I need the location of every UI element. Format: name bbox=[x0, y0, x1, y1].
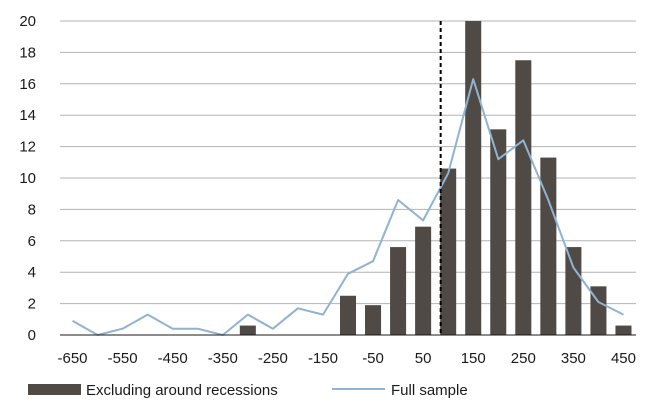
bar bbox=[440, 168, 457, 335]
y-tick-label: 20 bbox=[19, 13, 36, 30]
y-tick-label: 10 bbox=[19, 170, 36, 187]
bar bbox=[365, 305, 382, 335]
bar bbox=[339, 295, 357, 335]
x-axis: -650 -550 -450 -350 -250 -150 -50 50 150 250 350 45… bbox=[58, 334, 636, 367]
x-tick-label: -150 bbox=[308, 350, 338, 367]
line-path bbox=[72, 78, 624, 336]
bar bbox=[239, 325, 256, 335]
x-tick-label: 150 bbox=[461, 350, 486, 367]
y-tick-label: 6 bbox=[28, 233, 36, 250]
x-tick-label: -650 bbox=[58, 350, 88, 367]
x-tick-label: 250 bbox=[511, 350, 536, 367]
bar-series bbox=[239, 21, 632, 335]
legend-swatch-bar bbox=[28, 384, 81, 395]
bar bbox=[465, 21, 482, 335]
x-tick-label: 350 bbox=[561, 350, 586, 367]
y-tick-label: 14 bbox=[19, 107, 36, 124]
y-tick-label: 8 bbox=[28, 201, 36, 218]
x-tick-label: -450 bbox=[158, 350, 188, 367]
legend-label-line: Full sample bbox=[391, 382, 468, 399]
bar bbox=[415, 226, 432, 335]
x-tick-label: -50 bbox=[362, 350, 384, 367]
bar bbox=[565, 247, 582, 335]
x-tick-label: 450 bbox=[611, 350, 636, 367]
y-tick-label: 18 bbox=[19, 44, 36, 61]
y-tick-label: 16 bbox=[19, 76, 36, 93]
y-tick-label: 4 bbox=[28, 264, 36, 281]
x-tick-label: 50 bbox=[415, 350, 432, 367]
y-tick-label: 2 bbox=[28, 296, 36, 313]
legend: Excluding around recessions Full sample bbox=[28, 382, 468, 399]
bar bbox=[590, 286, 607, 335]
y-tick-label: 0 bbox=[28, 327, 36, 344]
bar bbox=[615, 325, 632, 335]
legend-label-bar: Excluding around recessions bbox=[86, 382, 278, 399]
line-series bbox=[72, 78, 624, 336]
bar bbox=[540, 157, 557, 335]
x-tick-label: -250 bbox=[258, 350, 288, 367]
bar bbox=[490, 129, 507, 335]
x-tick-label: -350 bbox=[208, 350, 238, 367]
y-tick-label: 12 bbox=[19, 139, 36, 156]
x-tick-label: -550 bbox=[108, 350, 138, 367]
gridlines bbox=[60, 20, 636, 336]
bar bbox=[515, 60, 532, 335]
bar bbox=[390, 247, 407, 335]
y-axis: 0 2 4 6 8 10 12 14 16 18 20 bbox=[19, 13, 36, 344]
